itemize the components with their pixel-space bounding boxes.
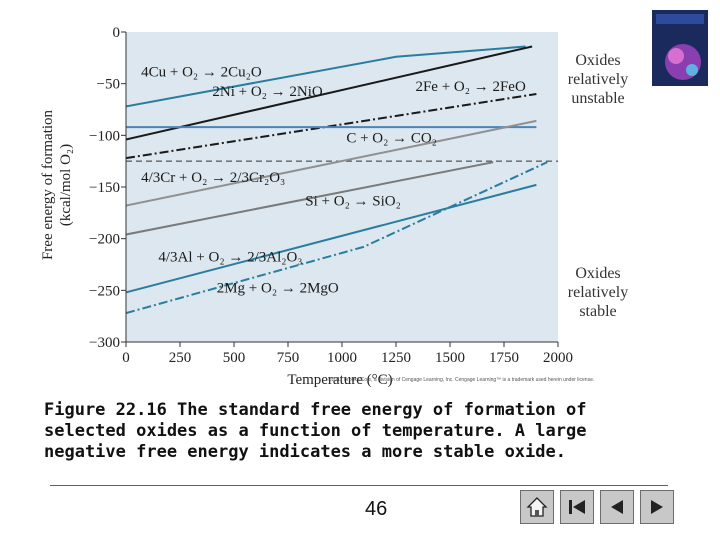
y-axis-title-line2: (kcal/mol O₂) xyxy=(58,144,74,226)
annotation-line: unstable xyxy=(571,90,624,107)
series-line-6 xyxy=(125,161,494,236)
x-tick-label: 250 xyxy=(169,350,192,366)
equation-label-1: 4Cu + O₂ → 2Cu₂O xyxy=(141,64,262,80)
x-ticks-group: 0 250 500 750 1000 1250 1500 1750 2000 xyxy=(122,342,573,366)
x-tick-label: 1000 xyxy=(327,350,357,366)
x-axis-title: Temperature (°C) xyxy=(287,372,392,388)
figure-caption: Figure 22.16 The standard free energy of… xyxy=(44,400,587,462)
x-tick-label: 1750 xyxy=(489,350,519,366)
y-tick-label: −150 xyxy=(89,180,120,196)
home-icon xyxy=(526,497,548,517)
y-tick-label: −100 xyxy=(89,128,120,144)
y-tick-label: −300 xyxy=(89,335,120,351)
footer-divider xyxy=(50,485,668,486)
y-axis-title-line1: Free energy of formation xyxy=(40,109,56,260)
x-tick-label: 0 xyxy=(122,350,130,366)
annotation-unstable: Oxides relatively unstable xyxy=(568,52,628,107)
equation-label-3: 2Fe + O₂ → 2FeO xyxy=(415,79,526,95)
series-group xyxy=(125,45,548,315)
y-ticks-group: 0 −50 −100 −150 −200 −250 −300 xyxy=(89,25,126,351)
x-tick-label: 1500 xyxy=(435,350,465,366)
plot-background xyxy=(126,32,558,342)
x-tick-label: 750 xyxy=(277,350,300,366)
x-tick-label: 1250 xyxy=(381,350,411,366)
equation-label-2: 2Ni + O₂ → 2NiO xyxy=(212,84,323,100)
equation-label-5: 4/3Cr + O₂ → 2/3Cr₂O₃ xyxy=(141,170,285,186)
series-line-3 xyxy=(125,93,537,160)
series-line-2 xyxy=(125,45,533,141)
home-button[interactable] xyxy=(520,490,554,524)
equation-label-4: C + O₂ → CO₂ xyxy=(346,131,437,147)
first-slide-icon xyxy=(569,500,585,514)
next-slide-button[interactable] xyxy=(640,490,674,524)
series-line-7 xyxy=(125,183,537,294)
annotation-stable: Oxides relatively stable xyxy=(568,265,628,320)
previous-slide-button[interactable] xyxy=(600,490,634,524)
equation-label-8: 2Mg + O₂ → 2MgO xyxy=(217,280,339,296)
page-number: 46 xyxy=(365,498,388,520)
annotation-line: relatively xyxy=(568,71,628,88)
annotation-line: Oxides xyxy=(575,52,620,69)
y-tick-label: −250 xyxy=(89,283,120,299)
slide-navigation xyxy=(520,490,674,524)
copyright-notice: ©2011 Brooks/Cole, a division of Cengage… xyxy=(328,377,595,383)
x-tick-label: 500 xyxy=(223,350,246,366)
y-tick-label: −50 xyxy=(97,77,120,93)
equation-label-6: Si + O₂ → SiO₂ xyxy=(305,194,401,210)
series-line-1 xyxy=(125,45,526,108)
previous-slide-icon xyxy=(611,500,623,514)
first-slide-button[interactable] xyxy=(560,490,594,524)
x-tick-label: 2000 xyxy=(543,350,573,366)
annotation-line: relatively xyxy=(568,284,628,301)
annotation-line: Oxides xyxy=(575,265,620,282)
y-tick-label: −200 xyxy=(89,232,120,248)
y-tick-label: 0 xyxy=(113,25,121,41)
equation-labels-group: 4Cu + O₂ → 2Cu₂O 2Ni + O₂ → 2NiO 2Fe + O₂ … xyxy=(141,64,526,296)
equation-label-7: 4/3Al + O₂ → 2/3Al₂O₃ xyxy=(158,249,302,265)
free-energy-chart: 4Cu + O₂ → 2Cu₂O 2Ni + O₂ → 2NiO 2Fe + O₂ … xyxy=(40,10,708,388)
next-slide-icon xyxy=(651,500,663,514)
series-line-5 xyxy=(125,119,537,207)
annotation-line: stable xyxy=(579,303,616,320)
book-cover-image xyxy=(652,10,708,86)
series-line-8 xyxy=(125,161,548,315)
